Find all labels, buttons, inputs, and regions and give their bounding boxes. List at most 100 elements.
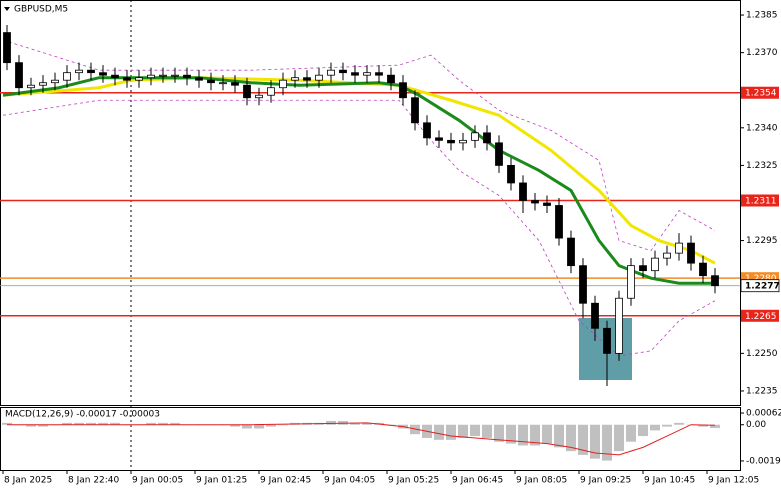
chart-title: GBPUSD,M5 xyxy=(14,5,68,15)
y-tick-label: 1.2385 xyxy=(746,11,778,21)
candle-body xyxy=(3,32,11,64)
signal-line xyxy=(7,422,716,456)
candle-body xyxy=(291,77,299,81)
candle-body xyxy=(615,297,623,354)
x-tick-label: 8 Jan 2025 xyxy=(4,476,52,486)
macd-bar xyxy=(362,422,372,425)
y-tick-label: 1.2340 xyxy=(746,123,778,133)
current-price-label: 1.2277 xyxy=(745,282,780,292)
candle-body xyxy=(375,72,383,76)
macd-bar xyxy=(482,424,492,438)
candle-body xyxy=(399,82,407,99)
macd-bar xyxy=(458,424,468,438)
macd-bar xyxy=(698,424,708,427)
candle-body xyxy=(111,74,119,79)
macd-bar xyxy=(110,422,120,425)
candle-body xyxy=(15,62,23,89)
candle-body xyxy=(27,84,35,89)
candle-body xyxy=(267,87,275,96)
candle-body xyxy=(303,77,311,81)
x-tick-label: 9 Jan 12:05 xyxy=(708,476,759,486)
candle-body xyxy=(459,139,467,144)
x-tick-label: 8 Jan 22:40 xyxy=(68,476,120,486)
candle-body xyxy=(363,72,371,76)
candle-body xyxy=(627,265,635,299)
level-box xyxy=(741,194,779,207)
candle-body xyxy=(519,182,527,201)
macd-bar xyxy=(554,424,564,448)
candle-body xyxy=(543,202,551,206)
macd-bar xyxy=(638,424,648,437)
macd-bar xyxy=(350,422,360,425)
y-tick-label: 0.00 xyxy=(746,420,766,430)
y-tick-label: 0.00062 xyxy=(746,409,781,419)
candle-body xyxy=(147,74,155,79)
macd-bar xyxy=(230,424,240,427)
candle-body xyxy=(699,262,707,277)
indicator-line xyxy=(2,39,716,252)
macd-bar xyxy=(566,424,576,452)
macd-title: MACD(12,26,9) -0.00017 -0.00003 xyxy=(5,410,160,420)
candle-body xyxy=(447,139,455,144)
candle-body xyxy=(435,137,443,141)
candle-body xyxy=(507,165,515,184)
candle-body xyxy=(687,242,695,264)
y-tick-label: -0.00192 xyxy=(746,456,781,466)
candle-body xyxy=(75,69,83,74)
candle-body xyxy=(207,79,215,84)
macd-bar xyxy=(170,422,180,425)
candle-body xyxy=(579,265,587,304)
level-label: 1.2311 xyxy=(745,196,777,206)
candle-body xyxy=(423,122,431,139)
panel-frame xyxy=(0,407,741,471)
level-label: 1.2280 xyxy=(745,274,777,284)
macd-bar xyxy=(38,424,48,427)
candle-body xyxy=(123,77,131,81)
x-tick-label: 9 Jan 04:05 xyxy=(324,476,375,486)
level-label: 1.2354 xyxy=(745,89,777,99)
candle-body xyxy=(171,74,179,77)
x-tick-label: 9 Jan 06:45 xyxy=(452,476,503,486)
macd-bar xyxy=(650,424,660,431)
candle-body xyxy=(603,327,611,354)
candle-body xyxy=(651,257,659,272)
candle-body xyxy=(327,69,335,76)
y-tick-label: 1.2370 xyxy=(746,48,778,58)
level-label: 1.2265 xyxy=(745,312,777,322)
level-box xyxy=(741,309,779,322)
candle-body xyxy=(675,242,683,254)
candle-body xyxy=(495,142,503,166)
candle-body xyxy=(351,72,359,76)
y-tick-label: 1.2235 xyxy=(746,386,778,396)
candle-body xyxy=(135,77,143,81)
candle-body xyxy=(411,97,419,124)
macd-bar xyxy=(434,424,444,440)
current-price-box xyxy=(740,279,780,293)
candle-body xyxy=(231,82,239,86)
macd-bar xyxy=(146,422,156,425)
x-tick-label: 9 Jan 00:05 xyxy=(132,476,183,486)
macd-bar xyxy=(62,422,72,425)
y-tick-label: 1.2295 xyxy=(746,236,778,246)
y-tick-label: 1.2325 xyxy=(746,161,778,171)
macd-bar xyxy=(530,424,540,446)
candle-body xyxy=(471,132,479,141)
x-tick-label: 9 Jan 10:45 xyxy=(644,476,695,486)
macd-bar xyxy=(158,422,168,425)
indicator-line xyxy=(2,99,716,357)
macd-bar xyxy=(26,424,36,427)
x-tick-label: 9 Jan 08:05 xyxy=(516,476,567,486)
candle-body xyxy=(639,265,647,272)
candle-body xyxy=(51,79,59,84)
candle-body xyxy=(531,200,539,204)
candle-body xyxy=(567,237,575,267)
candle-body xyxy=(387,74,395,84)
x-tick-label: 9 Jan 05:25 xyxy=(388,476,439,486)
candle-body xyxy=(243,84,251,99)
candle-body xyxy=(195,77,203,81)
macd-bar xyxy=(254,424,264,429)
candle-body xyxy=(63,72,71,81)
macd-bar xyxy=(266,424,276,427)
